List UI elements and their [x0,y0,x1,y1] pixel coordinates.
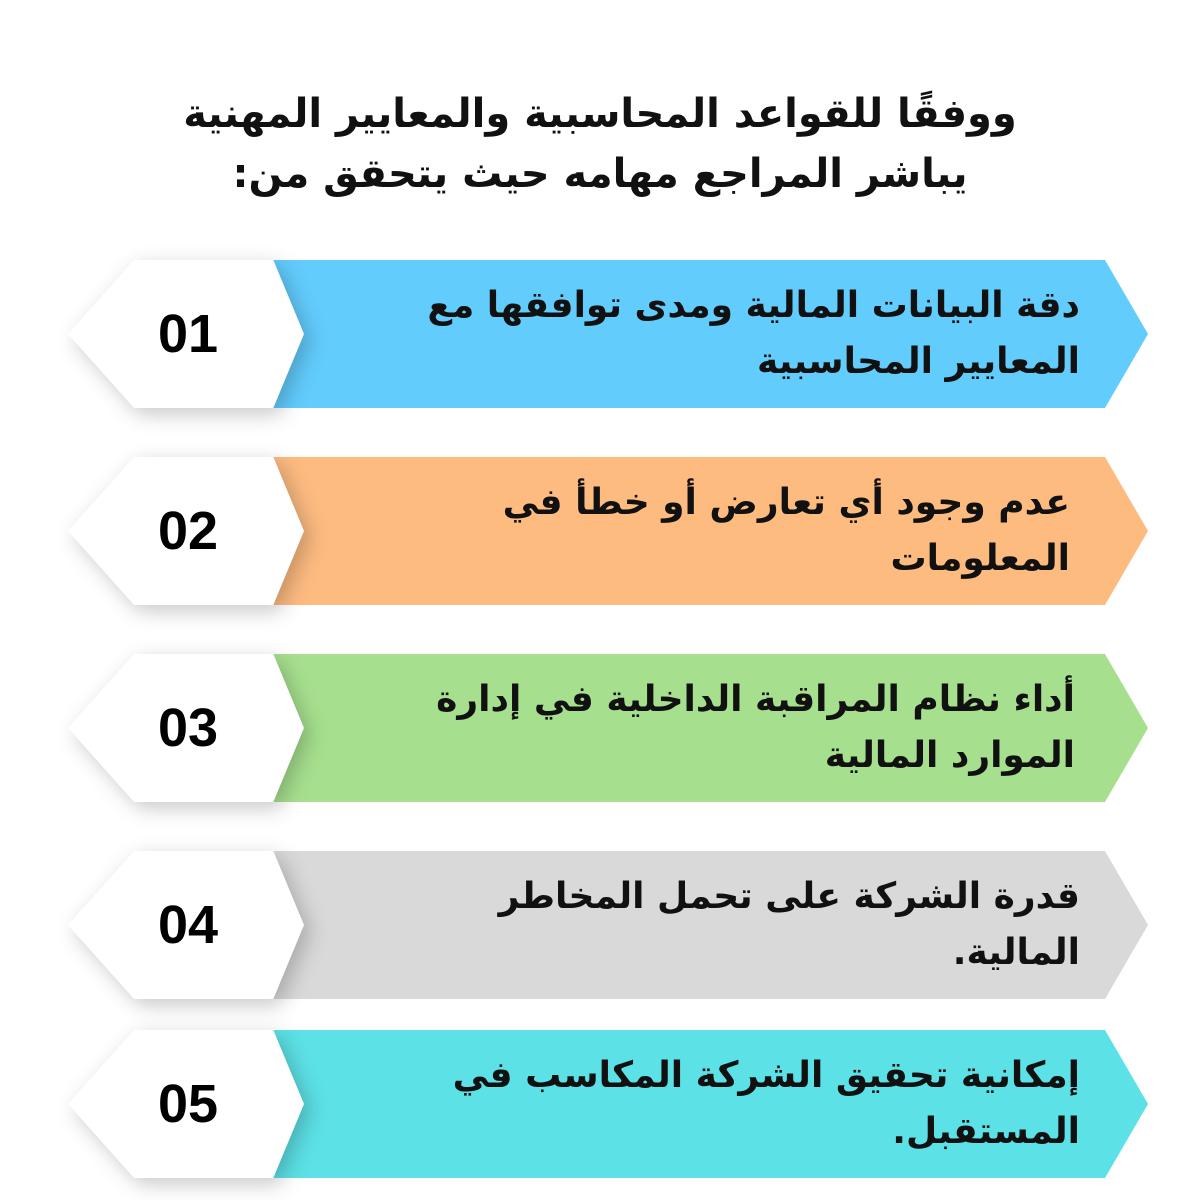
list-item-2: عدم وجود أي تعارض أو خطأ في المعلومات 02 [0,457,1200,605]
item-bar [200,851,1148,999]
list-item-4: قدرة الشركة على تحمل المخاطر المالية. 04 [0,851,1200,999]
title-line-2: يباشر المراجع مهامه حيث يتحقق من: [232,151,968,197]
item-number: 02 [157,501,219,561]
item-text: قدرة الشركة على تحمل المخاطر المالية. [498,876,1080,973]
item-bar [200,457,1148,605]
item-number: 04 [157,895,219,955]
list-item-3: أداء نظام المراقبة الداخلية في إدارة الم… [0,654,1200,802]
item-text: دقة البيانات المالية ومدى توافقها مع الم… [427,285,1080,382]
item-text: أداء نظام المراقبة الداخلية في إدارة الم… [436,679,1075,776]
item-number: 01 [157,304,219,364]
hexagon-badge [68,654,304,802]
item-number: 05 [157,1074,219,1134]
hexagon-badge [68,1030,304,1178]
hexagon-badge [68,851,304,999]
page-title: ووفقًا للقواعد المحاسبية والمعايير المهن… [80,84,1120,204]
item-text: عدم وجود أي تعارض أو خطأ في المعلومات [502,482,1070,579]
item-bar [200,654,1148,802]
item-text: إمكانية تحقيق الشركة المكاسب في المستقبل… [452,1055,1080,1152]
hexagon-badge [68,260,304,408]
item-bar [200,260,1148,408]
list-item-5: إمكانية تحقيق الشركة المكاسب في المستقبل… [0,1030,1200,1178]
item-bar [200,1030,1148,1178]
title-line-1: ووفقًا للقواعد المحاسبية والمعايير المهن… [183,91,1017,137]
hexagon-badge [68,457,304,605]
item-number: 03 [157,698,219,758]
list-item-1: دقة البيانات المالية ومدى توافقها مع الم… [0,260,1200,408]
